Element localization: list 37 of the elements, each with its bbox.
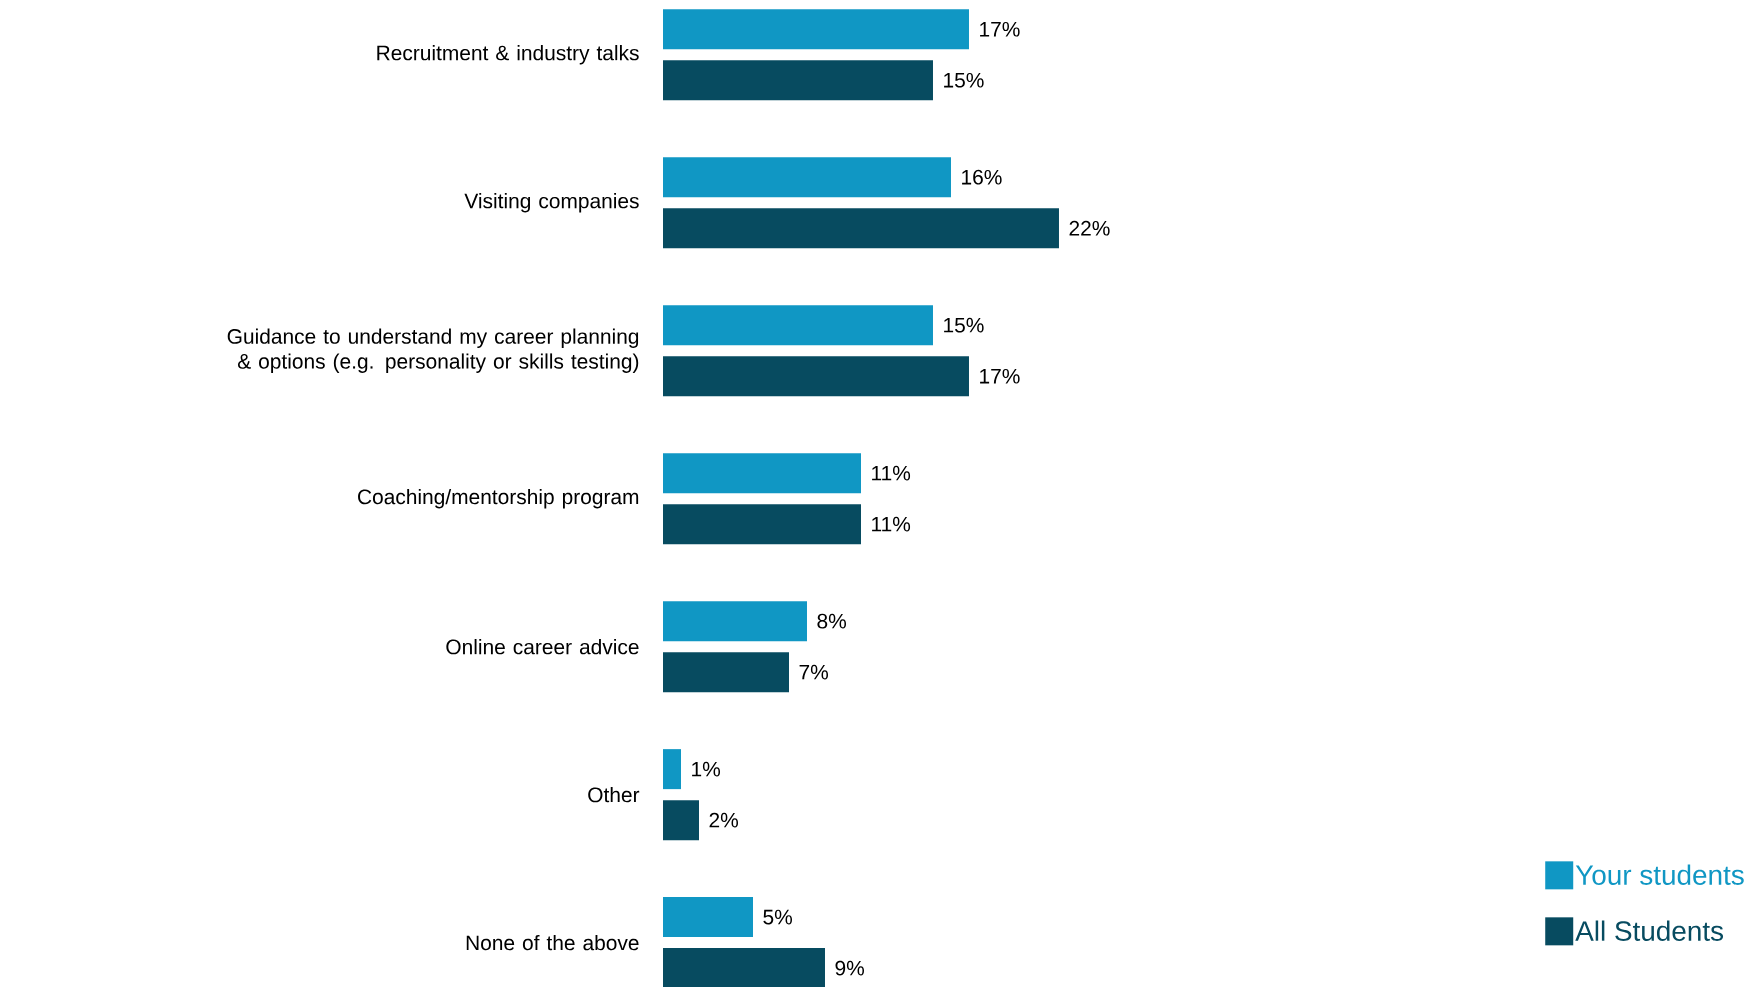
bar [663, 601, 807, 642]
y-tick-label: None of the above [466, 934, 639, 951]
bar [663, 800, 699, 841]
y-tick-label: Coaching/mentorship program [358, 488, 639, 509]
bar [663, 208, 1059, 249]
y-tick-label: Visiting companies [464, 192, 639, 213]
y-tick-label: Other [588, 786, 640, 803]
bar [663, 897, 753, 938]
data-label: 1% [692, 761, 721, 777]
data-label: 8% [817, 613, 847, 629]
legend-label: Your students [1575, 864, 1744, 885]
bar [663, 305, 933, 346]
data-label: 7% [799, 664, 829, 680]
y-tick-label: Recruitment & industry talks [377, 44, 639, 65]
y-tick-label: Guidance to understand my career planning & options (e.g. personality or skills testing) [227, 328, 639, 373]
bar [663, 9, 969, 50]
data-label: 11% [872, 465, 911, 481]
bar [663, 948, 825, 987]
bar [663, 453, 861, 494]
data-label: 22% [1069, 220, 1110, 236]
bar [663, 157, 951, 198]
bar [663, 652, 789, 693]
bar [663, 60, 933, 101]
legend-label: All Students [1575, 920, 1724, 941]
data-label: 15% [944, 317, 984, 333]
data-label: 2% [709, 812, 739, 828]
y-tick-label: Online career advice [446, 638, 639, 655]
bar [663, 356, 969, 397]
data-label: 11% [872, 516, 911, 532]
data-label: 9% [835, 960, 864, 976]
data-label: 15% [944, 72, 984, 88]
data-label: 5% [763, 909, 793, 925]
bar [663, 504, 861, 545]
data-label: 16% [962, 169, 1002, 185]
data-label: 17% [980, 21, 1020, 37]
data-label: 17% [980, 368, 1020, 384]
bar [663, 749, 681, 790]
